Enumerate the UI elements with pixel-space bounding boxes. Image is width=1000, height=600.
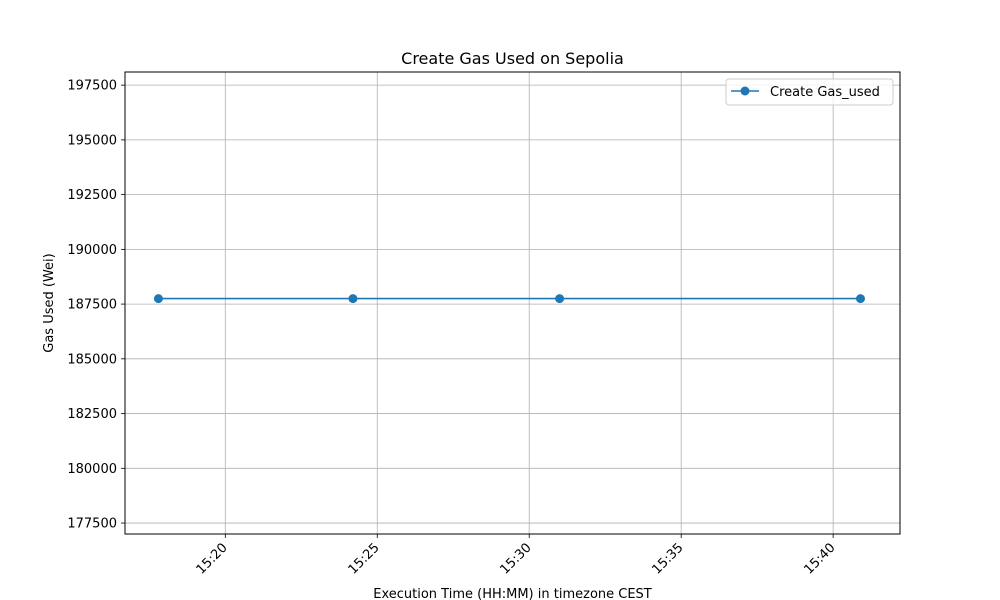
data-point xyxy=(348,294,358,304)
y-tick-label: 195000 xyxy=(67,133,117,148)
x-axis-label: Execution Time (HH:MM) in timezone CEST xyxy=(373,587,652,600)
y-tick-label: 180000 xyxy=(67,462,117,477)
legend-entry-label: Create Gas_used xyxy=(770,85,880,100)
y-tick-label: 177500 xyxy=(67,517,117,532)
y-tick-label: 190000 xyxy=(67,243,117,258)
y-tick-label: 187500 xyxy=(67,298,117,313)
legend: Create Gas_used xyxy=(725,78,894,106)
grid xyxy=(125,72,900,534)
data-point xyxy=(555,294,565,304)
series-layer xyxy=(153,294,865,304)
data-point xyxy=(855,294,865,304)
legend-marker-swatch xyxy=(740,86,750,96)
chart-title: Create Gas Used on Sepolia xyxy=(401,49,624,68)
y-tick-label: 182500 xyxy=(67,407,117,422)
y-tick-label: 192500 xyxy=(67,188,117,203)
y-axis-label: Gas Used (Wei) xyxy=(42,253,57,352)
legend-box xyxy=(725,78,894,106)
y-tick-label: 197500 xyxy=(67,79,117,94)
plot-frame xyxy=(124,71,901,535)
y-tick-label: 185000 xyxy=(67,352,117,367)
data-point xyxy=(153,294,163,304)
